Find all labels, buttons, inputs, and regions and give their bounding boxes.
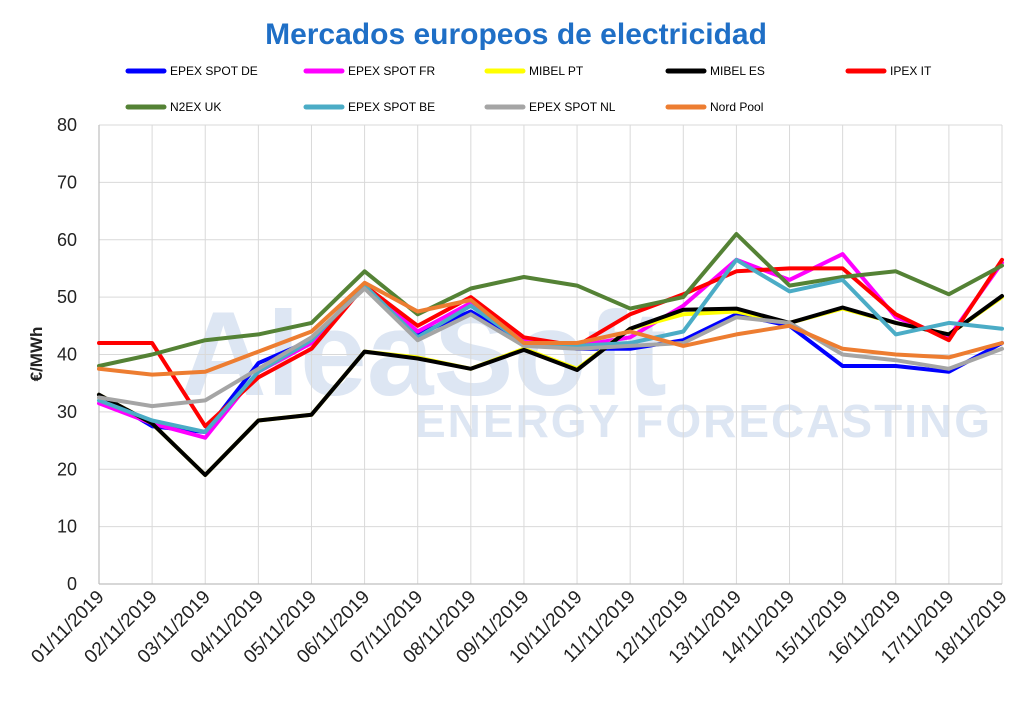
legend: EPEX SPOT DE EPEX SPOT FR MIBEL PT MIBEL ES… [125, 64, 932, 114]
y-tick-label: 40 [57, 345, 77, 365]
y-tick-label: 70 [57, 172, 77, 192]
y-tick-label: 10 [57, 517, 77, 537]
y-axis-label: €/MWh [27, 327, 46, 382]
legend-label: EPEX SPOT FR [348, 64, 435, 78]
y-tick-label: 80 [57, 115, 77, 135]
y-tick-label: 60 [57, 230, 77, 250]
series-line-nord-pool [97, 280, 1004, 377]
y-tick-label: 50 [57, 287, 77, 307]
series-line-epex-spot-nl [97, 286, 1004, 409]
legend-label: MIBEL ES [710, 64, 765, 78]
y-tick-label: 20 [57, 459, 77, 479]
y-tick-label: 30 [57, 402, 77, 422]
series-group [97, 232, 1004, 477]
series-line-mibel-es [97, 294, 1004, 477]
legend-label: MIBEL PT [529, 64, 584, 78]
legend-label: IPEX IT [890, 64, 932, 78]
watermark-tagline: ENERGY FORECASTING [415, 395, 992, 447]
chart-title: Mercados europeos de electricidad [265, 18, 767, 51]
legend-label: EPEX SPOT BE [348, 100, 435, 114]
legend-label: Nord Pool [710, 100, 763, 114]
series-line-n2ex-uk [97, 232, 1004, 368]
y-tick-label: 0 [67, 574, 77, 594]
legend-label: N2EX UK [170, 100, 221, 114]
legend-label: EPEX SPOT NL [529, 100, 616, 114]
grid [98, 124, 1003, 585]
legend-label: EPEX SPOT DE [170, 64, 258, 78]
